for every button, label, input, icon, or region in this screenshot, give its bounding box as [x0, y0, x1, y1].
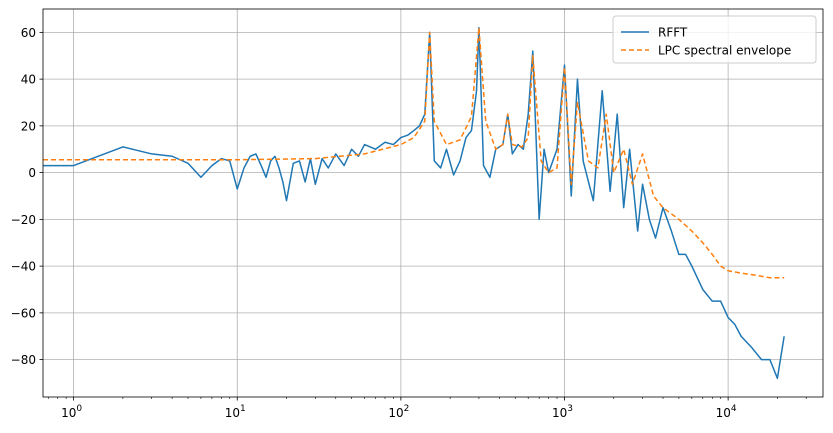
y-tick-label: −80 [11, 353, 36, 367]
x-tick-label: 102 [388, 404, 409, 420]
x-tick-label: 100 [61, 404, 82, 420]
x-tick-label: 103 [552, 404, 573, 420]
y-axis: 60 40 20 0 −20 −40 −60 −80 [11, 26, 43, 367]
legend: RFFT LPC spectral envelope [612, 15, 817, 64]
plot-frame [42, 8, 824, 398]
x-tick-label: 101 [225, 404, 246, 420]
legend-label-rfft: RFFT [658, 26, 688, 40]
y-tick-label: −60 [11, 306, 36, 320]
y-tick-label: 60 [21, 26, 36, 40]
legend-label-lpc: LPC spectral envelope [658, 44, 791, 58]
x-axis: 100 101 102 103 104 [47, 397, 807, 420]
series-line-rfft [43, 26, 785, 380]
y-tick-label: −20 [11, 213, 36, 227]
y-tick-label: 0 [28, 166, 36, 180]
y-tick-label: 20 [21, 119, 36, 133]
plot-lines [43, 26, 785, 380]
legend-box [612, 15, 817, 64]
x-tick-label: 104 [716, 404, 737, 420]
y-tick-label: 40 [21, 73, 36, 87]
series-line-lpc [43, 26, 785, 279]
y-tick-label: −40 [11, 260, 36, 274]
